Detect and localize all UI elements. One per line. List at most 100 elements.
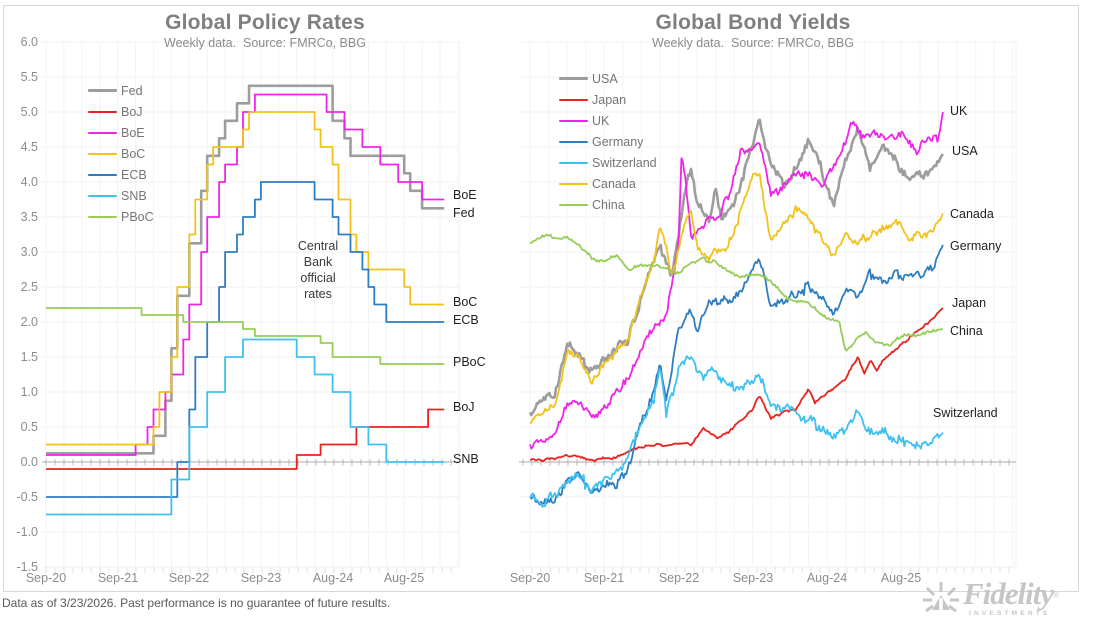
- legend-label: BoC: [121, 146, 146, 161]
- legend-line-swatch: [88, 173, 117, 176]
- y-tick-label: 6.0: [20, 35, 38, 49]
- legend-line-swatch: [88, 215, 117, 218]
- x-tick-label: Sep-23: [240, 571, 282, 585]
- annotation-line: rates: [304, 287, 332, 301]
- left-chart-subtitle: Weekly data. Source: FMRCo, BBG: [164, 36, 366, 50]
- series-end-label: Fed: [453, 205, 475, 220]
- left-chart-legend: Fed BoJ BoE BoC ECB SNB PBoC: [88, 80, 154, 227]
- series-end-label: China: [950, 324, 983, 339]
- legend-item: PBoC: [88, 206, 154, 227]
- series-end-label: PBoC: [453, 354, 486, 369]
- legend-line-swatch: [88, 194, 117, 197]
- x-tick-label: Sep-20: [25, 571, 67, 585]
- y-tick-label: -1.5: [16, 560, 38, 574]
- legend-line-swatch: [88, 131, 117, 134]
- x-tick-label: Sep-22: [658, 571, 700, 585]
- legend-label: ECB: [121, 167, 147, 182]
- x-tick-label: Aug-25: [880, 571, 922, 585]
- fidelity-brand-name: Fidelity: [963, 576, 1054, 611]
- right-chart-header: Global Bond Yields Weekly data. Source: …: [531, 11, 975, 51]
- legend-label: BoE: [121, 125, 145, 140]
- right-chart-legend: USA Japan UK Germany Switzerland Canada China: [559, 68, 657, 215]
- fidelity-investments-subtext: INVESTMENTS: [969, 610, 1051, 617]
- legend-label: UK: [592, 113, 610, 128]
- y-tick-label: 0.5: [20, 420, 38, 434]
- fidelity-logo-text: Fidelity® INVESTMENTS: [963, 578, 1060, 617]
- legend-item: Japan: [559, 89, 657, 110]
- legend-label: BoJ: [121, 104, 143, 119]
- y-tick-label: 5.0: [20, 105, 38, 119]
- legend-label: Switzerland: [592, 155, 657, 170]
- registered-mark: ®: [1053, 590, 1060, 600]
- central-bank-rates-annotation: Central Bank official rates: [258, 238, 378, 302]
- y-tick-label: 4.5: [20, 140, 38, 154]
- legend-line-swatch: [88, 152, 117, 155]
- y-tick-label: 2.0: [20, 315, 38, 329]
- legend-item: BoC: [88, 143, 154, 164]
- legend-line-swatch: [559, 161, 588, 164]
- legend-line-swatch: [559, 140, 588, 143]
- legend-label: China: [592, 197, 625, 212]
- series-end-label: BoC: [453, 295, 478, 310]
- legend-line-swatch: [559, 98, 588, 101]
- annotation-line: Bank: [303, 255, 333, 269]
- y-tick-label: 3.5: [20, 210, 38, 224]
- legend-item: Switzerland: [559, 152, 657, 173]
- x-tick-label: Aug-24: [806, 571, 848, 585]
- y-tick-label: -0.5: [16, 490, 38, 504]
- legend-line-swatch: [559, 119, 588, 122]
- fidelity-pyramid-icon: [923, 582, 959, 613]
- legend-label: Fed: [121, 83, 143, 98]
- x-tick-label: Aug-24: [312, 571, 354, 585]
- x-tick-label: Sep-20: [509, 571, 551, 585]
- right-chart-title: Global Bond Yields: [655, 11, 851, 34]
- y-tick-label: 1.5: [20, 350, 38, 364]
- legend-item: USA: [559, 68, 657, 89]
- legend-item: Germany: [559, 131, 657, 152]
- legend-label: Canada: [592, 176, 636, 191]
- series-end-label: SNB: [453, 451, 479, 466]
- legend-line-swatch: [559, 203, 588, 206]
- series-end-label: Switzerland: [933, 406, 998, 420]
- y-tick-label: 2.5: [20, 280, 38, 294]
- y-tick-label: 5.5: [20, 70, 38, 84]
- charts-plot-canvas: [42, 41, 1017, 573]
- x-tick-label: Sep-22: [168, 571, 210, 585]
- left-chart-title: Global Policy Rates: [165, 11, 365, 34]
- y-tick-label: 1.0: [20, 385, 38, 399]
- legend-item: China: [559, 194, 657, 215]
- annotation-line: official: [300, 271, 336, 285]
- legend-item: Fed: [88, 80, 154, 101]
- series-end-label: USA: [952, 143, 978, 158]
- series-end-label: Canada: [950, 207, 994, 222]
- series-end-label: BoE: [453, 187, 477, 202]
- legend-item: BoE: [88, 122, 154, 143]
- legend-item: ECB: [88, 164, 154, 185]
- left-chart-header: Global Policy Rates Weekly data. Source:…: [40, 11, 490, 51]
- right-chart-subtitle: Weekly data. Source: FMRCo, BBG: [652, 36, 854, 50]
- series-end-label: Japan: [952, 296, 987, 311]
- x-tick-label: Sep-23: [732, 571, 774, 585]
- series-end-label: BoJ: [453, 399, 475, 414]
- legend-label: Germany: [592, 134, 644, 149]
- y-tick-label: 4.0: [20, 175, 38, 189]
- series-end-label: UK: [950, 103, 968, 118]
- legend-line-swatch: [559, 77, 588, 80]
- annotation-line: Central: [297, 239, 339, 253]
- y-tick-label: -1.0: [16, 525, 38, 539]
- legend-item: BoJ: [88, 101, 154, 122]
- legend-label: PBoC: [121, 209, 154, 224]
- legend-line-swatch: [88, 110, 117, 113]
- series-end-label: Germany: [950, 238, 1002, 253]
- disclaimer-text: Data as of 3/23/2026. Past performance i…: [2, 596, 391, 610]
- legend-item: SNB: [88, 185, 154, 206]
- legend-label: USA: [592, 71, 618, 86]
- legend-line-swatch: [559, 182, 588, 185]
- y-tick-label: 3.0: [20, 245, 38, 259]
- fidelity-logo: Fidelity® INVESTMENTS: [921, 578, 1060, 618]
- x-tick-label: Sep-21: [583, 571, 625, 585]
- legend-label: Japan: [592, 92, 627, 107]
- legend-label: SNB: [121, 188, 147, 203]
- series-end-label: ECB: [453, 312, 479, 327]
